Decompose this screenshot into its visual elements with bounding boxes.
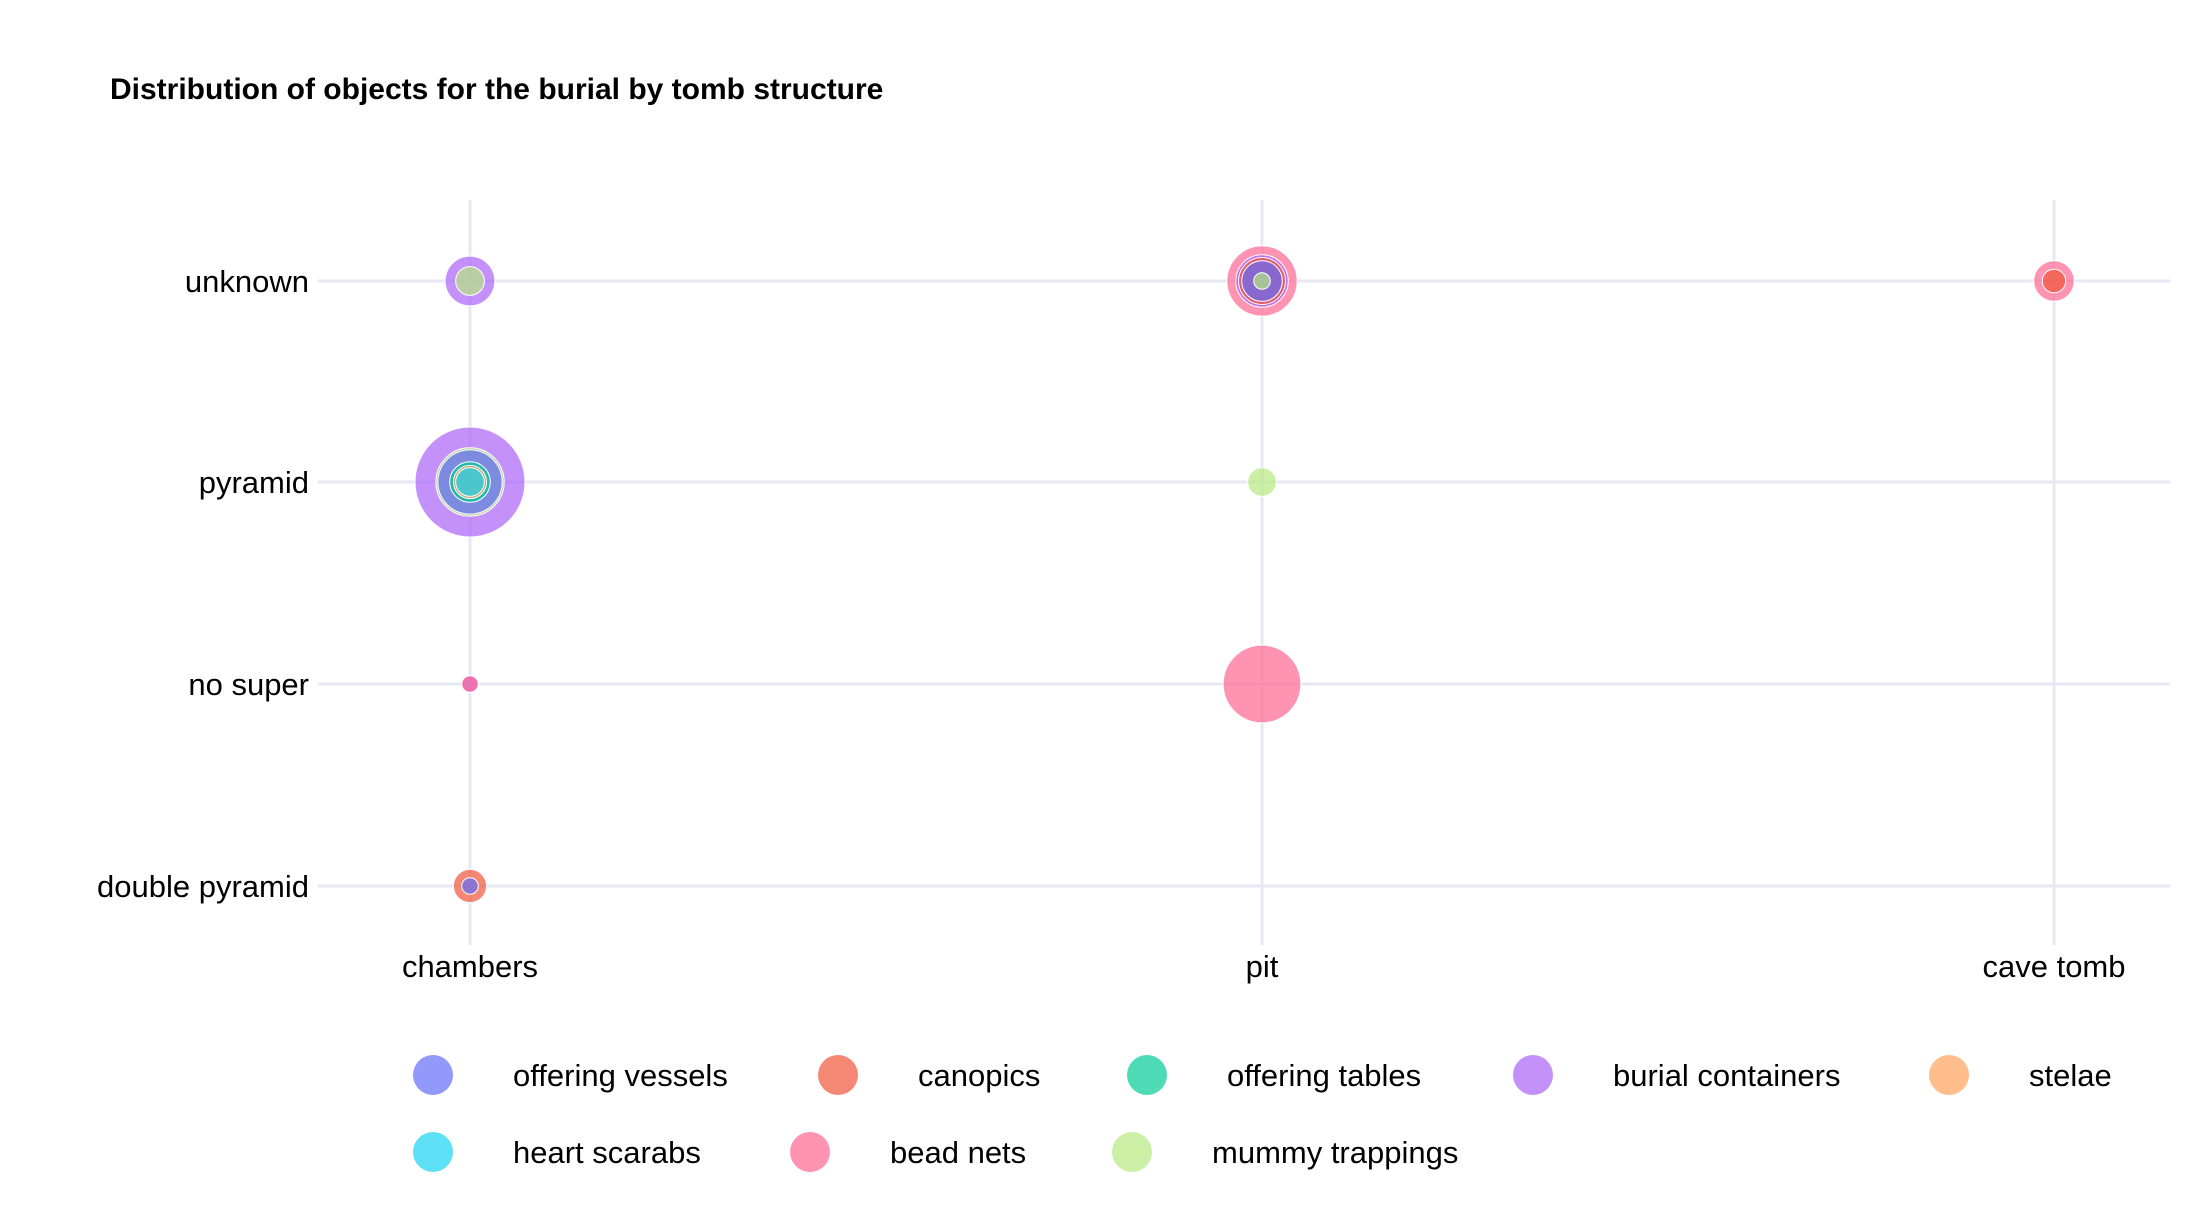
axis-labels: chambers pit cave tomb double pyramid no sup… <box>97 264 2125 984</box>
legend-label-mummy-trappings: mummy trappings <box>1212 1135 1458 1170</box>
x-tick-label-pit: pit <box>1246 949 1279 984</box>
bubble-heart-scarabs-chambers-pyramid[interactable] <box>455 467 485 497</box>
y-tick-label-unknown: unknown <box>185 264 309 299</box>
legend-item-bead-nets[interactable]: bead nets <box>790 1132 1026 1172</box>
legend-label-burial-containers: burial containers <box>1613 1058 1840 1093</box>
bubble-mummy-trappings-pit-pyramid[interactable] <box>1247 467 1277 497</box>
legend: offering vessels canopics offering tables b… <box>413 1055 2112 1172</box>
legend-label-bead-nets: bead nets <box>890 1135 1026 1170</box>
legend-marker-offering-vessels <box>413 1055 453 1095</box>
legend-item-offering-vessels[interactable]: offering vessels <box>413 1055 728 1095</box>
bubble-offering-vessels-chambers-double-pyramid[interactable] <box>461 877 479 895</box>
bubble-mummy-trappings-chambers-unknown[interactable] <box>455 266 485 296</box>
legend-marker-canopics <box>818 1055 858 1095</box>
legend-marker-heart-scarabs <box>413 1132 453 1172</box>
legend-item-offering-tables[interactable]: offering tables <box>1127 1055 1421 1095</box>
bubbles <box>414 245 2075 904</box>
legend-item-mummy-trappings[interactable]: mummy trappings <box>1112 1132 1458 1172</box>
legend-item-burial-containers[interactable]: burial containers <box>1513 1055 1840 1095</box>
legend-marker-offering-tables <box>1127 1055 1167 1095</box>
legend-marker-stelae <box>1929 1055 1969 1095</box>
legend-marker-bead-nets <box>790 1132 830 1172</box>
legend-marker-mummy-trappings <box>1112 1132 1152 1172</box>
bubble-bead-nets-pit-no-super[interactable] <box>1222 644 1302 724</box>
legend-label-offering-vessels: offering vessels <box>513 1058 728 1093</box>
legend-label-canopics: canopics <box>918 1058 1040 1093</box>
bubble-mummy-trappings-pit-unknown[interactable] <box>1253 272 1271 290</box>
bubble-canopics-cave-tomb-unknown[interactable] <box>2041 268 2067 294</box>
y-tick-label-no-super: no super <box>188 667 309 702</box>
x-tick-label-chambers: chambers <box>402 949 538 984</box>
bubble-bead-nets-chambers-no-super[interactable] <box>461 675 479 693</box>
y-tick-label-pyramid: pyramid <box>199 465 309 500</box>
legend-label-offering-tables: offering tables <box>1227 1058 1421 1093</box>
legend-item-stelae[interactable]: stelae <box>1929 1055 2112 1095</box>
legend-item-heart-scarabs[interactable]: heart scarabs <box>413 1132 701 1172</box>
legend-label-stelae: stelae <box>2029 1058 2112 1093</box>
x-tick-label-cave-tomb: cave tomb <box>1982 949 2125 984</box>
chart-title: Distribution of objects for the burial b… <box>110 73 883 106</box>
y-tick-label-double-pyramid: double pyramid <box>97 869 309 904</box>
legend-label-heart-scarabs: heart scarabs <box>513 1135 701 1170</box>
legend-marker-burial-containers <box>1513 1055 1553 1095</box>
legend-item-canopics[interactable]: canopics <box>818 1055 1040 1095</box>
